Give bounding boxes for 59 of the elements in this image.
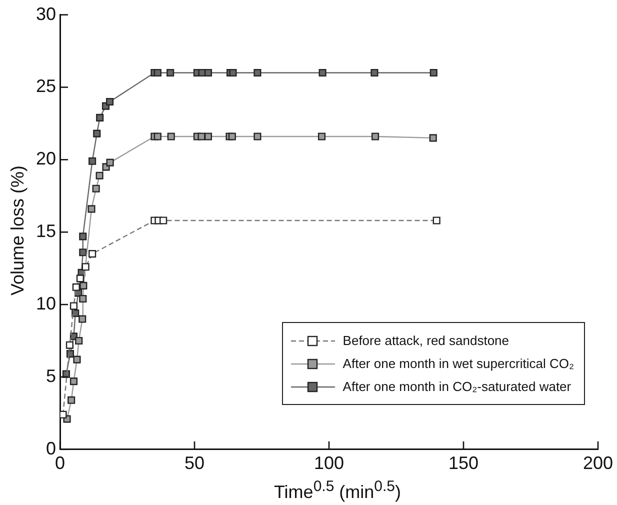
y-tick-label: 20: [36, 148, 56, 169]
legend-label: After one month in wet supercritical CO₂: [342, 356, 574, 371]
point: [430, 68, 438, 77]
point: [228, 132, 236, 140]
y-tick-label: 10: [36, 294, 56, 314]
point: [318, 68, 326, 77]
point: [78, 315, 86, 323]
point: [106, 158, 114, 166]
point: [70, 302, 78, 310]
point: [204, 68, 212, 77]
point: [82, 263, 90, 271]
point: [229, 68, 237, 77]
point: [96, 172, 104, 180]
point: [371, 132, 380, 140]
point: [60, 410, 67, 418]
x-tick-label: 200: [582, 453, 614, 474]
point: [204, 132, 212, 140]
point: [154, 132, 162, 140]
point: [79, 248, 87, 256]
legend-label: Before attack, red sandstone: [342, 333, 510, 348]
point: [68, 396, 76, 404]
x-axis-title: Time$^{0.5}$ (min$^{0.5}$): [272, 478, 402, 503]
point: [88, 250, 96, 258]
point: [92, 184, 100, 192]
point: [96, 114, 104, 122]
point: [318, 132, 326, 140]
point: [432, 216, 440, 224]
point: [80, 282, 88, 290]
point: [93, 130, 101, 138]
x-tick-label: 150: [448, 453, 479, 474]
point: [429, 134, 437, 142]
point: [154, 68, 162, 77]
point: [198, 132, 206, 140]
x-tick-label: 100: [314, 453, 344, 474]
point: [254, 68, 262, 77]
point: [167, 132, 175, 140]
y-tick-label: 25: [36, 76, 56, 96]
x-tick-label: 50: [184, 453, 205, 474]
point: [73, 356, 81, 364]
point: [254, 132, 262, 140]
point: [79, 232, 87, 240]
legend-label: After one month in CO₂-saturated water: [342, 379, 572, 394]
y-tick-label: 15: [36, 221, 56, 242]
point: [72, 283, 80, 291]
point: [76, 274, 84, 282]
point: [370, 68, 378, 77]
y-tick-label: 30: [36, 4, 56, 24]
point: [88, 157, 96, 165]
y-tick-label: 0: [46, 438, 56, 458]
point: [88, 205, 96, 213]
point: [166, 68, 174, 77]
y-axis-title: Volume loss (%): [8, 164, 28, 298]
point: [70, 378, 78, 386]
point: [66, 341, 74, 349]
y-tick-label: 5: [46, 366, 56, 386]
point: [79, 294, 87, 303]
point: [160, 216, 168, 224]
point: [106, 98, 114, 106]
point: [75, 336, 83, 345]
